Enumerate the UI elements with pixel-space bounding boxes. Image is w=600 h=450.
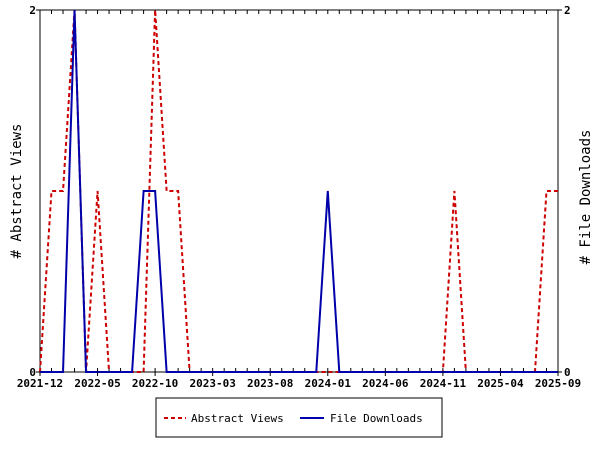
y-axis-title-left: # Abstract Views: [9, 124, 25, 259]
legend-label-file-downloads: File Downloads: [330, 412, 423, 425]
x-tick-label: 2023-08: [247, 377, 293, 390]
series-layer: [39, 9, 558, 373]
x-tick-label: 2023-03: [189, 377, 235, 390]
x-tick-labels: 2021-12 2022-05 2022-10 2023-03 2023-08 2024-…: [17, 372, 581, 390]
x-tick-label: 2024-01: [305, 377, 352, 390]
x-tick-label: 2024-06: [362, 377, 409, 390]
y-tick-label-left: 0: [29, 366, 36, 379]
legend: Abstract Views File Downloads: [155, 397, 443, 438]
y-tick-label-right: 0: [564, 366, 571, 379]
x-tick-label: 2025-09: [535, 377, 581, 390]
legend-box: [155, 397, 443, 438]
x-tick-label: 2021-12: [17, 377, 63, 390]
y-tick-label-left: 2: [29, 4, 36, 17]
x-tick-label: 2022-05: [74, 377, 120, 390]
y-tick-labels: 0 2 0 2: [29, 4, 570, 379]
x-tick-label: 2022-10: [132, 377, 178, 390]
x-tick-label: 2024-11: [420, 377, 467, 390]
x-tick-label: 2025-04: [477, 377, 524, 390]
y-axis-title-right: # File Downloads: [578, 130, 594, 265]
series-line-file-downloads: [40, 9, 558, 373]
y-tick-label-right: 2: [564, 4, 571, 17]
legend-label-abstract-views: Abstract Views: [191, 412, 284, 425]
